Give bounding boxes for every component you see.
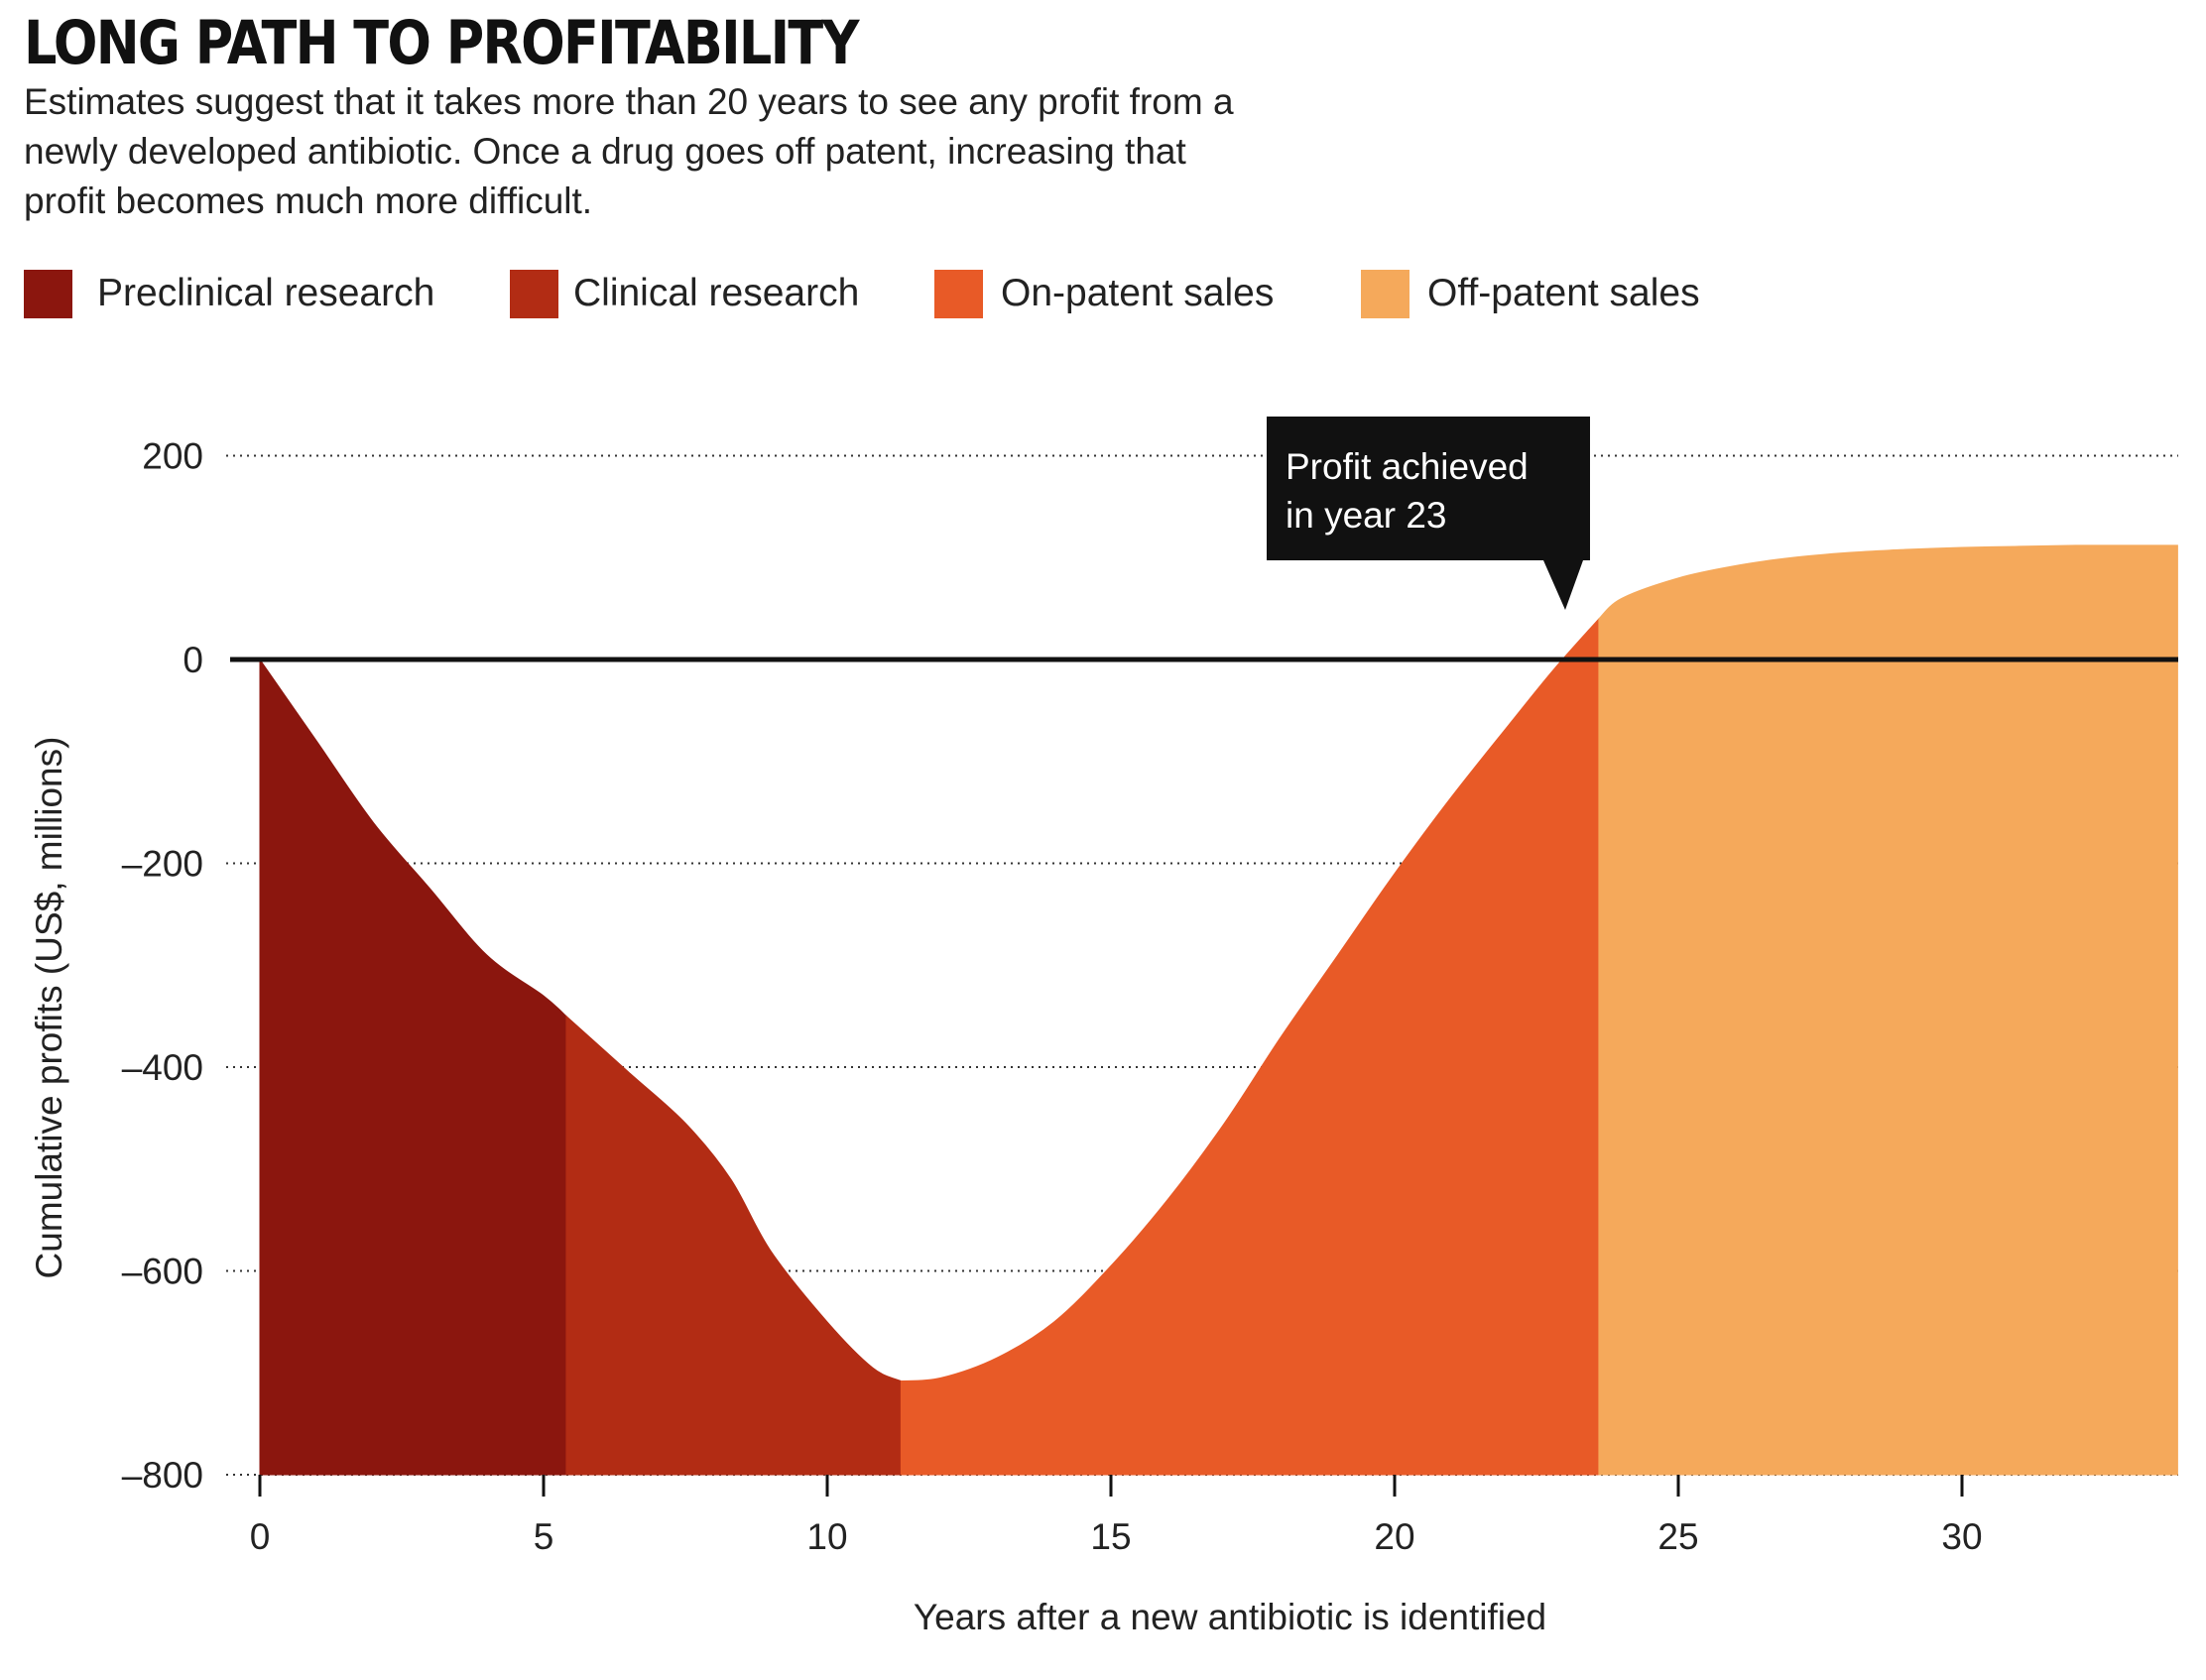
legend-label-preclinical: Preclinical research	[97, 272, 435, 314]
chart-title: LONG PATH TO PROFITABILITY	[24, 8, 859, 78]
y-tick-label: –800	[122, 1455, 203, 1496]
y-tick-label: –400	[122, 1047, 203, 1088]
legend-label-off-patent: Off-patent sales	[1427, 272, 1700, 314]
x-axis-title: Years after a new antibiotic is identifi…	[914, 1597, 1546, 1637]
x-tick-label: 25	[1657, 1516, 1698, 1557]
legend-swatch-on-patent	[934, 270, 983, 318]
callout-box	[1267, 417, 1590, 610]
legend: Preclinical research Clinical research O…	[24, 268, 2107, 319]
x-axis-ticks: 0 5 10 15 20 25 30	[250, 1475, 1983, 1557]
y-tick-label: –600	[122, 1252, 203, 1292]
area-off-patent-sales	[1598, 544, 2178, 1476]
series-areas	[259, 544, 2178, 1476]
x-tick-label: 10	[806, 1516, 847, 1557]
profit-callout: Profit achieved in year 23	[1267, 417, 1590, 610]
legend-label-on-patent: On-patent sales	[1001, 272, 1275, 314]
area-preclinical-research	[259, 658, 567, 1476]
y-tick-label: 0	[183, 640, 203, 680]
legend-label-clinical: Clinical research	[573, 272, 860, 314]
y-axis-title: Cumulative profits (US$, millions)	[29, 737, 69, 1279]
y-tick-label: –200	[122, 844, 203, 885]
legend-swatch-clinical	[510, 270, 558, 318]
x-tick-label: 20	[1374, 1516, 1414, 1557]
chart-subtitle: Estimates suggest that it takes more tha…	[24, 81, 1234, 221]
callout-line-1: Profit achieved	[1286, 446, 1529, 487]
area-on-patent-sales	[900, 617, 1600, 1476]
y-tick-label: 200	[142, 436, 203, 477]
callout-line-2: in year 23	[1286, 495, 1447, 536]
x-tick-label: 30	[1941, 1516, 1982, 1557]
y-axis-ticks: 200 0 –200 –400 –600 –800	[122, 436, 203, 1497]
legend-swatch-preclinical	[24, 270, 72, 318]
x-tick-label: 5	[534, 1516, 554, 1557]
area-clinical-research	[565, 1015, 902, 1476]
x-tick-label: 0	[250, 1516, 271, 1557]
legend-swatch-off-patent	[1361, 270, 1409, 318]
x-tick-label: 15	[1090, 1516, 1131, 1557]
